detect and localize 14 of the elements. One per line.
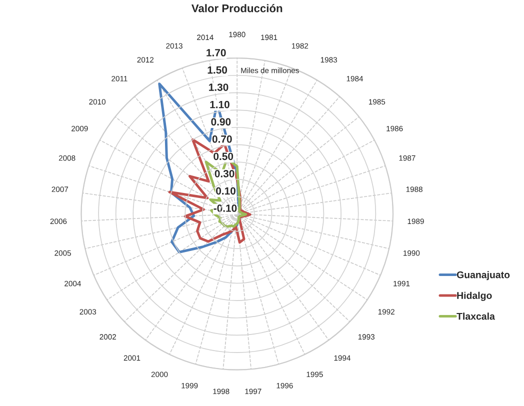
y-tick-label: 1.70 (206, 49, 226, 56)
y-tick-label: 1.10 (210, 100, 230, 108)
y-tick-label: 0.30 (214, 170, 234, 178)
y-tick-label: 1.50 (208, 66, 228, 74)
y-tick-label: 0.70 (212, 135, 232, 143)
y-tick-label: 0.90 (211, 118, 231, 126)
y-tick-label: 0.50 (214, 152, 234, 160)
y-tick-label: -0.10 (214, 204, 237, 212)
legend-label: Hidalgo (457, 292, 492, 301)
legend-label: Tlaxcala (456, 312, 495, 320)
y-tick-label: 1.30 (209, 84, 228, 91)
legend-label: Guanajuato (456, 271, 510, 280)
chart-title: Valor Producción (192, 4, 282, 12)
y-tick-label: 0.10 (216, 187, 236, 195)
